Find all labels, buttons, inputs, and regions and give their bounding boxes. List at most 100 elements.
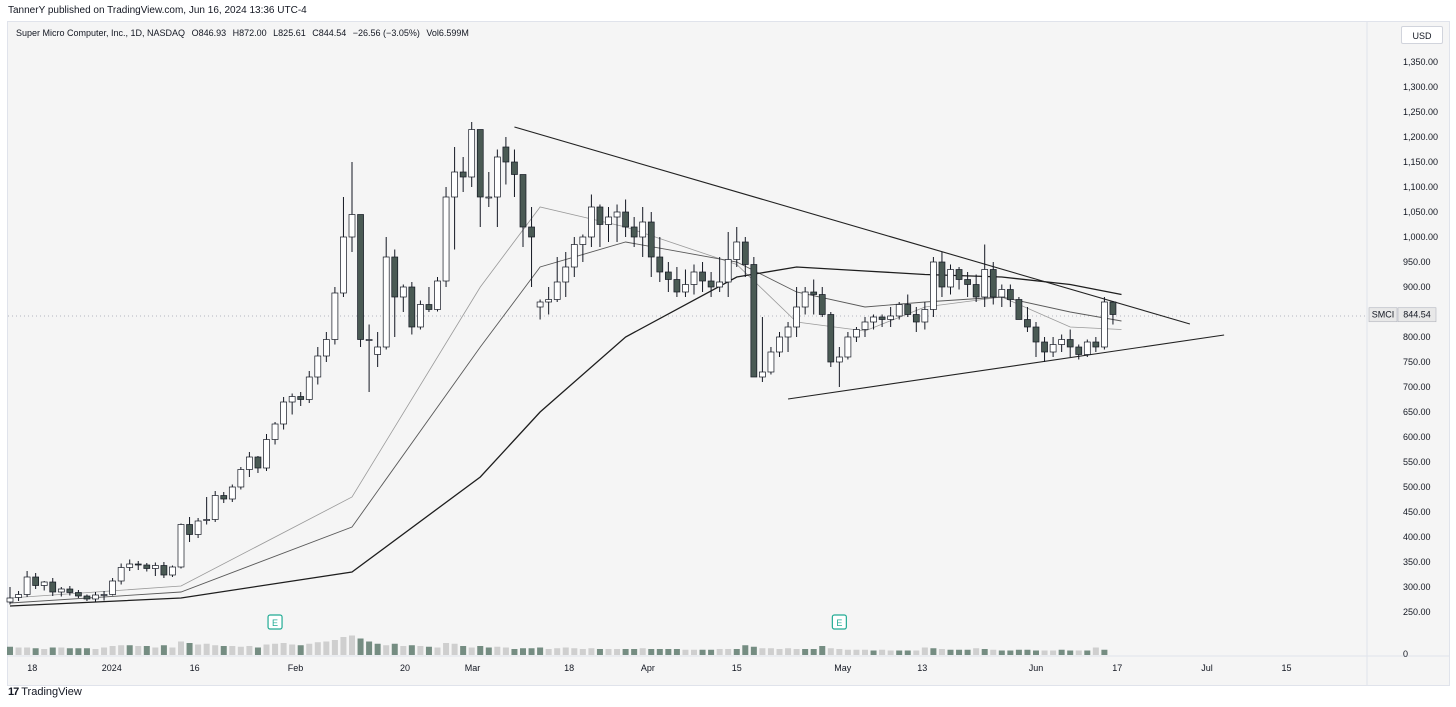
volume-bar <box>622 649 629 655</box>
candle <box>682 269 689 297</box>
volume-bar <box>306 643 313 655</box>
candle-body <box>408 286 416 328</box>
candle-body <box>425 304 433 310</box>
candle <box>152 562 159 576</box>
volume-bar <box>502 647 509 655</box>
volume-bar <box>750 646 757 655</box>
volume-bar <box>767 648 774 655</box>
volume-bar <box>1092 647 1099 655</box>
volume-bar <box>802 649 809 655</box>
candle <box>340 197 347 297</box>
volume-bar <box>554 648 561 655</box>
candle <box>1015 297 1023 320</box>
candle <box>622 199 629 237</box>
candle <box>83 594 91 601</box>
candle <box>562 252 570 297</box>
candle-body <box>844 336 852 358</box>
volume-layer <box>7 635 1108 655</box>
candle-body <box>853 329 860 338</box>
candle-body <box>1024 319 1031 328</box>
candle-body <box>382 256 390 348</box>
candle-body <box>639 221 647 238</box>
candle <box>904 294 912 317</box>
volume-bar <box>118 645 125 655</box>
volume-bar <box>297 645 304 655</box>
volume-bar <box>956 649 963 655</box>
volume-bar <box>485 647 492 655</box>
volume-bar <box>408 645 415 655</box>
candle <box>579 234 587 262</box>
candle-body <box>271 423 279 440</box>
volume-bar <box>289 644 296 655</box>
candle <box>502 137 510 185</box>
candle <box>228 484 236 502</box>
volume-bar <box>913 650 920 655</box>
candle <box>724 232 732 297</box>
volume-bar <box>195 644 202 655</box>
volume-bar <box>511 649 518 655</box>
candle-body <box>596 206 604 225</box>
volume-bar <box>7 646 13 655</box>
candle <box>357 214 364 347</box>
y-tick-label: 1,250.00 <box>1403 107 1438 117</box>
y-tick-label: 1,150.00 <box>1403 157 1438 167</box>
candle-body <box>878 316 886 320</box>
candle-body <box>143 564 151 569</box>
chart-frame[interactable] <box>7 21 1450 686</box>
candle-body <box>288 396 296 403</box>
candle-body <box>989 269 997 298</box>
earnings-marker: E <box>831 614 847 630</box>
volume-bar <box>990 649 997 655</box>
candle <box>972 274 980 302</box>
candle-body <box>912 314 920 323</box>
candle-body <box>605 216 612 225</box>
volume-bar <box>887 650 894 655</box>
candle <box>716 257 724 292</box>
volume-bar <box>109 646 116 655</box>
change-value: −26.56 (−3.05%) <box>352 28 420 38</box>
candle-body <box>246 456 253 470</box>
x-tick-label: Jun <box>1029 663 1044 673</box>
candle-body <box>92 594 99 600</box>
candle-body <box>476 129 484 198</box>
candle <box>23 571 31 597</box>
candle <box>134 561 142 570</box>
y-tick-label: 550.00 <box>1403 457 1431 467</box>
candle-body <box>6 597 14 603</box>
candle <box>1006 284 1014 307</box>
candle-body <box>194 520 202 535</box>
candle <box>194 518 202 538</box>
candle-body <box>459 171 467 178</box>
candle <box>425 287 433 312</box>
y-tick-label: 950.00 <box>1403 257 1431 267</box>
y-tick-label: 1,050.00 <box>1403 207 1438 217</box>
volume-bar <box>998 650 1005 655</box>
candle-body <box>750 264 758 378</box>
volume-zero-label: 0 <box>1403 649 1408 659</box>
x-tick-label: 15 <box>1282 663 1292 673</box>
candle-body <box>1041 341 1048 353</box>
volume-bar <box>477 646 484 655</box>
volume-bar <box>776 649 783 655</box>
earnings-marker-label: E <box>272 618 278 628</box>
candle-body <box>870 316 877 323</box>
candle-body <box>83 595 91 600</box>
volume-bar <box>152 647 159 655</box>
candle <box>938 252 946 297</box>
candle-body <box>134 563 142 566</box>
low-value: L825.61 <box>273 28 306 38</box>
candle-body <box>169 566 176 576</box>
candle <box>459 157 467 192</box>
candle <box>664 262 672 292</box>
candle <box>117 563 125 585</box>
candle-body <box>682 284 689 293</box>
candle-body <box>15 594 22 598</box>
symbol-tag-label: SMCI <box>1372 310 1395 320</box>
candle <box>382 237 390 350</box>
currency-button[interactable]: USD <box>1401 26 1443 44</box>
candle-body <box>237 469 245 488</box>
volume-bar <box>973 648 980 655</box>
volume-bar <box>66 648 73 655</box>
volume-bar <box>785 648 792 655</box>
